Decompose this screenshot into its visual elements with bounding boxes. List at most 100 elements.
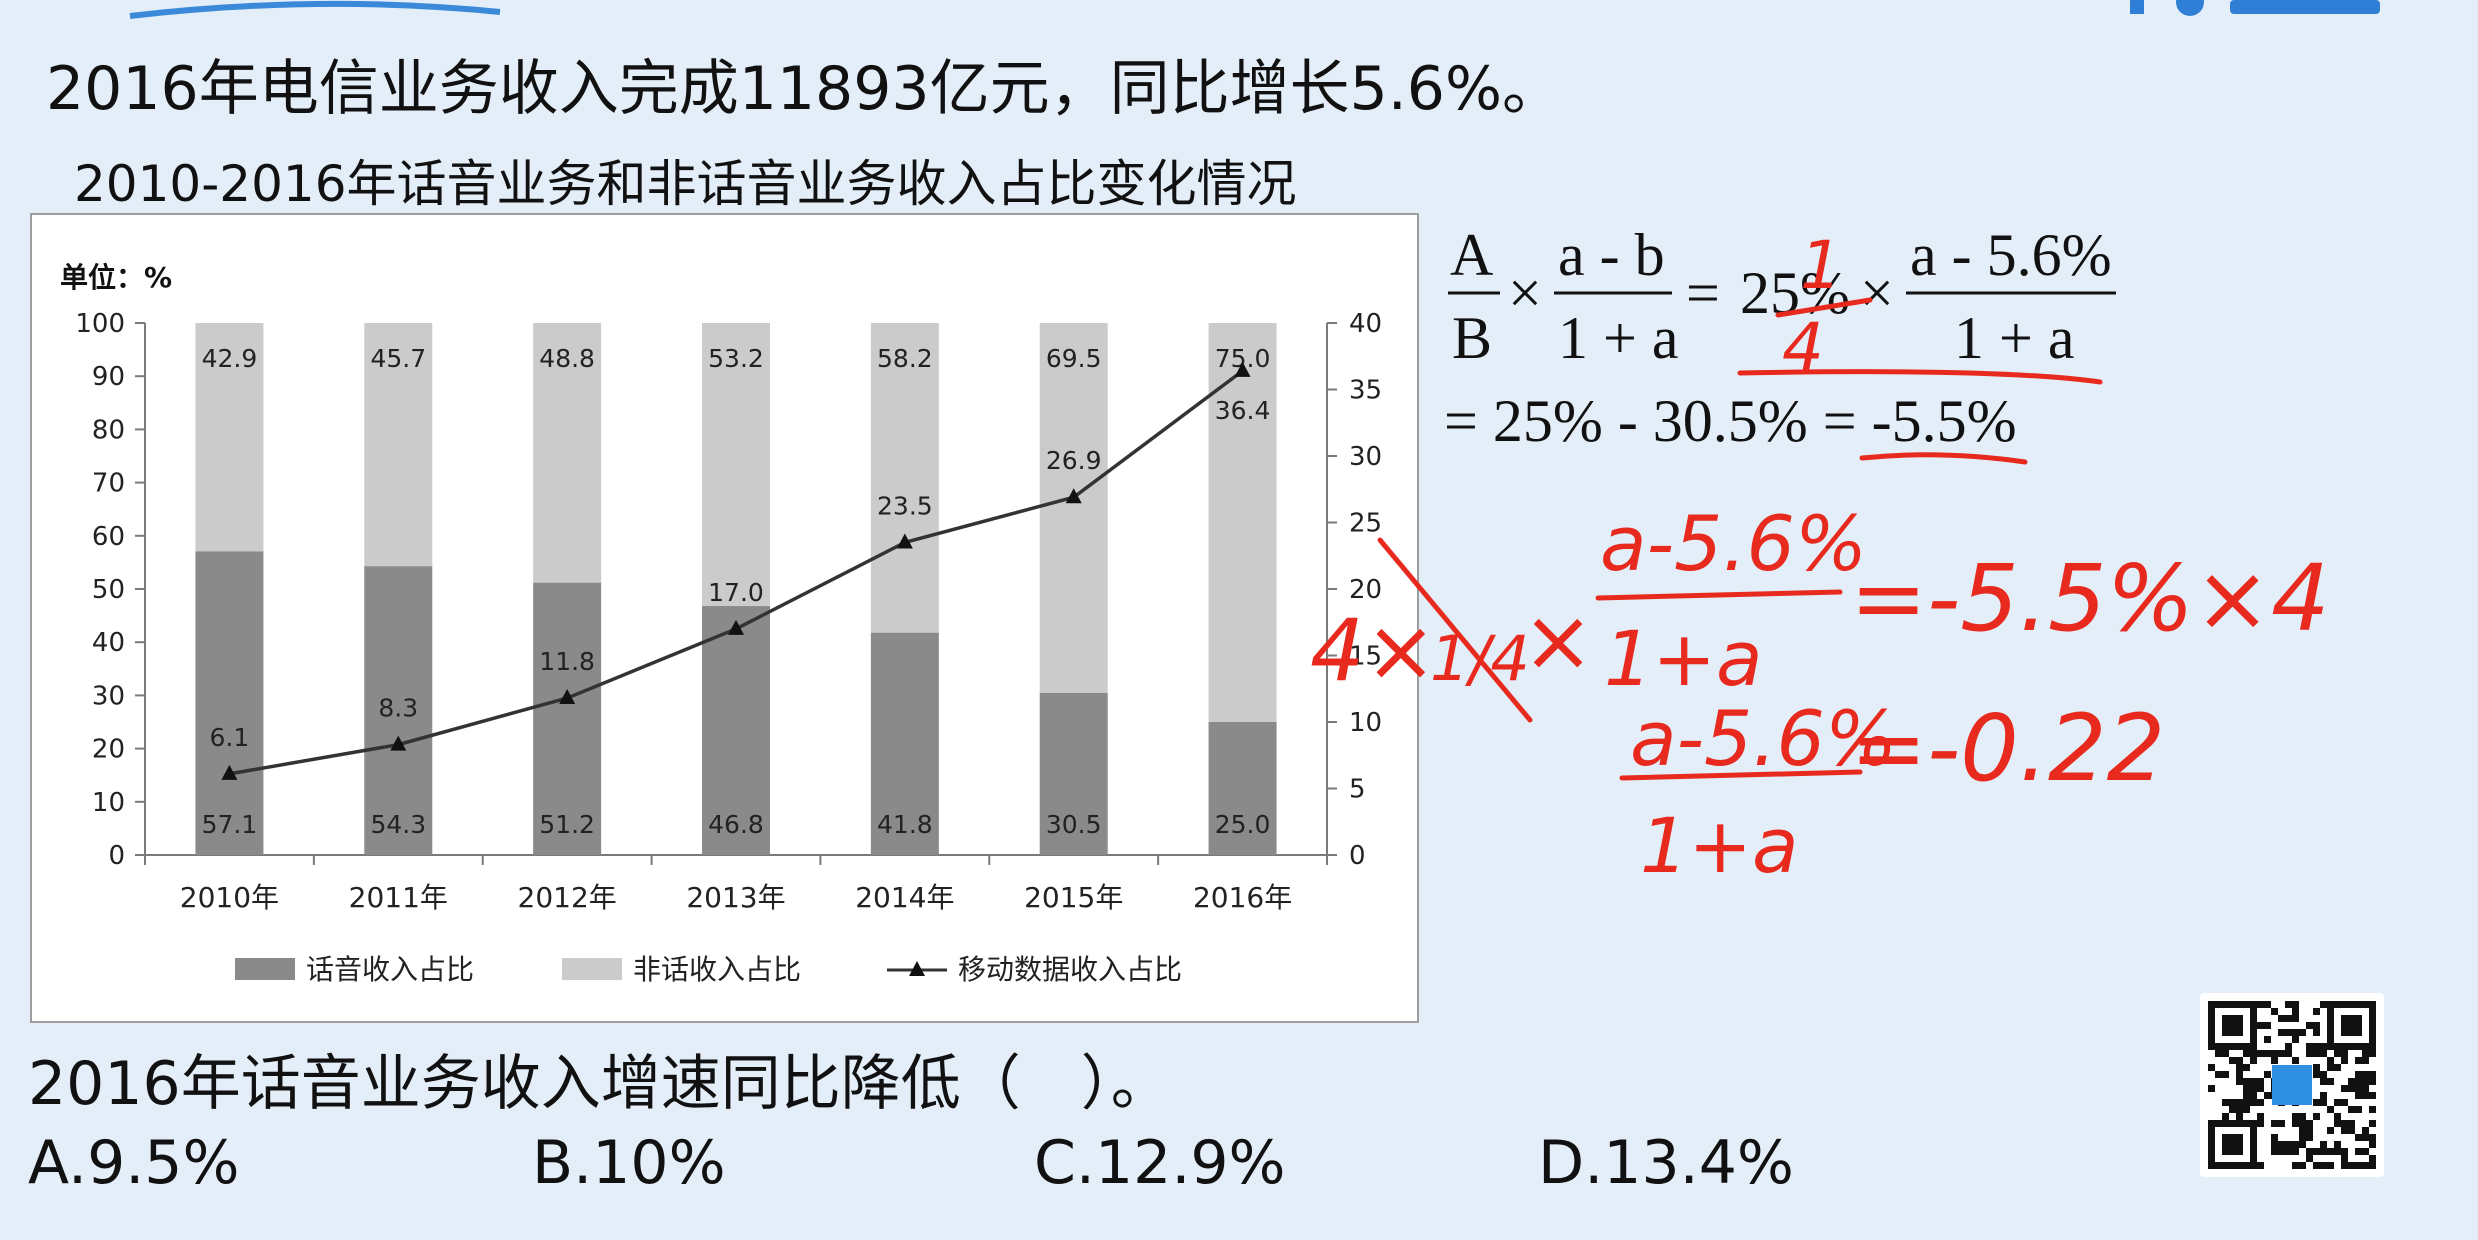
formula-block: A B × a - b 1 + a = 25% × a - 5.6% 1 + a… — [1444, 222, 2116, 454]
qr-module — [2362, 1134, 2369, 1141]
qr-module — [2271, 1050, 2278, 1057]
qr-module — [2355, 1148, 2362, 1155]
qr-module — [2355, 1162, 2362, 1169]
qr-module — [2222, 1113, 2229, 1120]
qr-code[interactable] — [2200, 993, 2384, 1177]
formula-A: A — [1450, 222, 1493, 288]
bar-voice-label: 57.1 — [202, 810, 258, 839]
formula-a56-numerator: a - 5.6% — [1910, 222, 2112, 288]
qr-module — [2292, 1120, 2299, 1127]
qr-module — [2264, 1050, 2271, 1057]
qr-module — [2327, 1148, 2334, 1155]
qr-module — [2278, 1120, 2285, 1127]
chart-title: 2010-2016年话音业务和非话音业务收入占比变化情况 — [74, 155, 1297, 213]
qr-module — [2257, 1120, 2264, 1127]
legend-marker-line — [909, 961, 925, 976]
qr-module — [2341, 1099, 2348, 1106]
qr-module — [2271, 1008, 2278, 1015]
qr-module — [2362, 1071, 2369, 1078]
qr-module — [2236, 1071, 2243, 1078]
qr-module — [2334, 1099, 2341, 1106]
formula-line-2: = 25% - 30.5% = -5.5% — [1444, 388, 2017, 454]
qr-module — [2243, 1092, 2250, 1099]
qr-module — [2313, 1148, 2320, 1155]
hw-times: × — [1522, 591, 1594, 691]
y2-tick-label: 15 — [1349, 642, 1382, 672]
qr-module — [2250, 1085, 2257, 1092]
qr-module — [2341, 1162, 2348, 1169]
option-d[interactable]: D.13.4% — [1538, 1128, 1794, 1198]
y-tick-label: 80 — [92, 415, 125, 445]
qr-module — [2334, 1120, 2341, 1127]
brand-logo — [2130, 0, 2380, 16]
bar-non-voice — [1039, 323, 1108, 693]
qr-finder-center — [2222, 1134, 2243, 1155]
y-tick-label: 60 — [92, 522, 125, 552]
line-point — [896, 533, 913, 549]
qr-module — [2313, 1064, 2320, 1071]
qr-module — [2327, 1127, 2334, 1134]
bar-voice — [870, 632, 939, 855]
y-tick-label: 100 — [75, 309, 125, 339]
bar-voice — [195, 551, 264, 855]
bar-non-voice — [533, 323, 602, 583]
headline-text: 2016年电信业务收入完成11893亿元，同比增长5.6%。 — [46, 54, 1562, 124]
qr-module — [2236, 1064, 2243, 1071]
qr-module — [2306, 1127, 2313, 1134]
formula-times-2: × — [1860, 260, 1894, 326]
option-a[interactable]: A.9.5% — [28, 1128, 240, 1198]
qr-module — [2278, 1015, 2285, 1022]
qr-module — [2355, 1134, 2362, 1141]
qr-module — [2355, 1071, 2362, 1078]
qr-module — [2243, 1106, 2250, 1113]
qr-module — [2222, 1050, 2229, 1057]
qr-module — [2306, 1148, 2313, 1155]
formula-B: B — [1452, 305, 1492, 371]
bar-non-voice-label: 53.2 — [708, 344, 764, 373]
qr-module — [2236, 1099, 2243, 1106]
qr-module — [2334, 1148, 2341, 1155]
qr-finder-center — [2222, 1015, 2243, 1036]
qr-module — [2250, 1057, 2257, 1064]
option-c[interactable]: C.12.9% — [1034, 1128, 1286, 1198]
qr-module — [2222, 1071, 2229, 1078]
qr-module — [2320, 1001, 2327, 1008]
bar-non-voice-label: 48.8 — [539, 344, 595, 373]
bar-non-voice-label: 45.7 — [370, 344, 426, 373]
qr-module — [2320, 1092, 2327, 1099]
qr-module — [2327, 1106, 2334, 1113]
formula-25pct: 25% — [1740, 260, 1850, 326]
qr-module — [2327, 1064, 2334, 1071]
bar-non-voice — [195, 323, 264, 552]
qr-module — [2348, 1106, 2355, 1113]
hw-frac2-denominator: 1+a — [1640, 801, 1799, 890]
y-tick-label: 10 — [92, 788, 125, 818]
qr-module — [2264, 1092, 2271, 1099]
qr-module — [2299, 1120, 2306, 1127]
qr-module — [2334, 1064, 2341, 1071]
qr-module — [2264, 1001, 2271, 1008]
qr-module — [2292, 1029, 2299, 1036]
qr-module — [2236, 1078, 2243, 1085]
qr-module — [2313, 1071, 2320, 1078]
qr-module — [2341, 1085, 2348, 1092]
qr-module — [2264, 1022, 2271, 1029]
qr-module — [2334, 1050, 2341, 1057]
y2-tick-label: 30 — [1349, 442, 1382, 472]
qr-module — [2243, 1099, 2250, 1106]
line-point — [1065, 488, 1082, 504]
qr-module — [2292, 1141, 2299, 1148]
qr-module — [2278, 1141, 2285, 1148]
option-b[interactable]: B.10% — [532, 1128, 726, 1198]
bar-voice-label: 41.8 — [877, 810, 933, 839]
qr-module — [2369, 1092, 2376, 1099]
qr-module — [2236, 1113, 2243, 1120]
qr-module — [2299, 1029, 2306, 1036]
y-tick-label: 70 — [92, 469, 125, 499]
formula-eq: = — [1686, 260, 1720, 326]
bar-voice-label: 46.8 — [708, 810, 764, 839]
qr-module — [2341, 1057, 2348, 1064]
y2-tick-label: 35 — [1349, 376, 1382, 406]
y-tick-label: 30 — [92, 681, 125, 711]
qr-module — [2341, 1148, 2348, 1155]
